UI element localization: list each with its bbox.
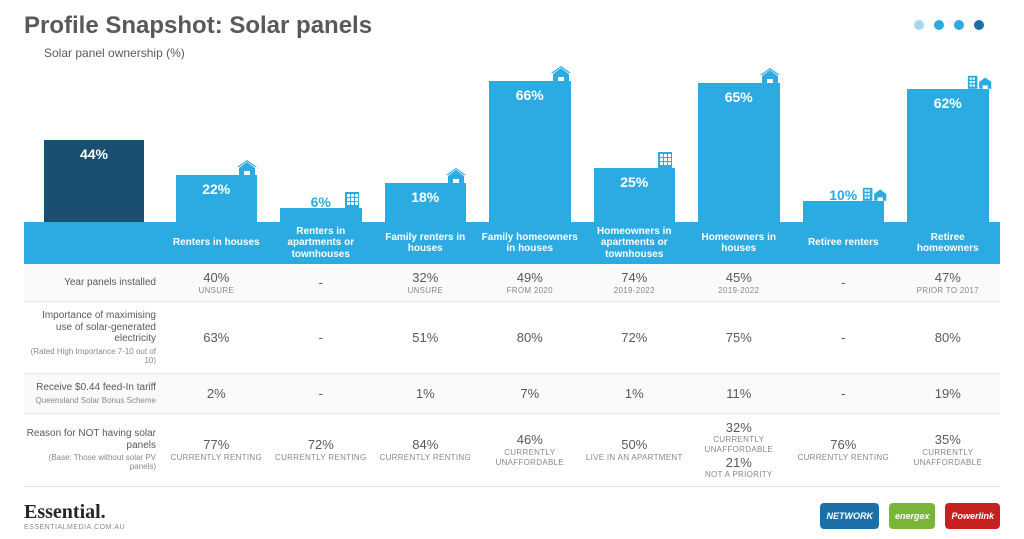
data-cell: 51%: [373, 302, 478, 373]
column-header: Renters in apartments or townhouses: [269, 222, 374, 264]
brand-url: ESSENTIALMEDIA.COM.AU: [24, 524, 125, 531]
chart-subtitle: Solar panel ownership (%): [44, 46, 1000, 60]
bar-2: 18%: [373, 62, 478, 222]
bar-value: 10%: [829, 181, 857, 203]
data-cell: 50%LIVE IN AN APARTMENT: [582, 414, 687, 486]
house-icon: [758, 65, 784, 85]
partner-logo: Powerlink: [945, 503, 1000, 529]
apt-icon: [340, 190, 366, 210]
data-cell: 63%: [164, 302, 269, 373]
data-cell: 47%PRIOR TO 2017: [896, 264, 1001, 301]
footer: Essential. ESSENTIALMEDIA.COM.AU NETWORK…: [24, 501, 1000, 531]
data-cell: 32%CURRENTLY UNAFFORDABLE21%NOT A PRIORI…: [687, 414, 792, 486]
brand-logo: Essential.: [24, 501, 125, 524]
bar-value: 18%: [411, 183, 439, 205]
data-cell: -: [269, 302, 374, 373]
data-cell: 80%: [896, 302, 1001, 373]
data-cell: 19%: [896, 374, 1001, 413]
bar-value: 65%: [725, 83, 753, 105]
house-icon: [235, 157, 261, 177]
row-label: Receive $0.44 feed-In tariffQueensland S…: [24, 374, 164, 413]
decorative-dots: [914, 20, 984, 30]
bar-value: 22%: [202, 175, 230, 197]
data-cell: 76%CURRENTLY RENTING: [791, 414, 896, 486]
bar-value: 25%: [620, 168, 648, 190]
data-cell: 49%FROM 2020: [478, 264, 583, 301]
data-cell: 32%UNSURE: [373, 264, 478, 301]
table-header: Renters in housesRenters in apartments o…: [24, 222, 1000, 264]
dot-icon: [934, 20, 944, 30]
data-cell: -: [269, 264, 374, 301]
data-cell: 35%CURRENTLY UNAFFORDABLE: [896, 414, 1001, 486]
data-cell: 75%: [687, 302, 792, 373]
data-cell: 7%: [478, 374, 583, 413]
data-cell: -: [791, 374, 896, 413]
data-cell: 11%: [687, 374, 792, 413]
column-header: Homeowners in apartments or townhouses: [582, 222, 687, 264]
table-row: Importance of maximising use of solar-ge…: [24, 302, 1000, 374]
bar-0: 22%: [164, 62, 269, 222]
data-cell: 1%: [582, 374, 687, 413]
row-label: Importance of maximising use of solar-ge…: [24, 302, 164, 373]
data-cell: 1%: [373, 374, 478, 413]
data-cell: -: [269, 374, 374, 413]
house-icon: [444, 165, 470, 185]
column-header: Family renters in houses: [373, 222, 478, 264]
column-header: Retiree renters: [791, 222, 896, 264]
bar-6: 10%: [791, 62, 896, 222]
row-label: Year panels installed: [24, 264, 164, 301]
row-label: Reason for NOT having solar panels(Base:…: [24, 414, 164, 486]
bar-value: 6%: [311, 188, 331, 210]
column-header: Family homeowners in houses: [478, 222, 583, 264]
apt-icon: [653, 150, 679, 170]
bar-value: 66%: [516, 81, 544, 103]
page-title: Profile Snapshot: Solar panels: [24, 12, 1000, 40]
data-cell: -: [791, 264, 896, 301]
partner-logos: NETWORK energex Powerlink: [820, 503, 1000, 529]
bar-value: 62%: [934, 89, 962, 111]
data-cell: 84%CURRENTLY RENTING: [373, 414, 478, 486]
data-cell: 72%: [582, 302, 687, 373]
bar-1: 6%: [269, 62, 374, 222]
column-header: Renters in houses: [164, 222, 269, 264]
table-row: Receive $0.44 feed-In tariffQueensland S…: [24, 374, 1000, 414]
partner-logo: NETWORK: [820, 503, 879, 529]
dot-icon: [914, 20, 924, 30]
bar-3: 66%: [478, 62, 583, 222]
column-header: Homeowners in houses: [687, 222, 792, 264]
overall-bar: 44%: [24, 62, 164, 222]
bar-4: 25%: [582, 62, 687, 222]
data-cell: 45%2019-2022: [687, 264, 792, 301]
data-cell: 74%2019-2022: [582, 264, 687, 301]
bar-7: 62%: [896, 62, 1001, 222]
table-row: Reason for NOT having solar panels(Base:…: [24, 414, 1000, 487]
column-header: Retiree homeowners: [896, 222, 1001, 264]
house-icon: [549, 63, 575, 83]
bar-5: 65%: [687, 62, 792, 222]
dot-icon: [974, 20, 984, 30]
data-cell: 46%CURRENTLY UNAFFORDABLE: [478, 414, 583, 486]
bar-value: 44%: [80, 140, 108, 162]
data-cell: -: [791, 302, 896, 373]
partner-logo: energex: [889, 503, 936, 529]
both-icon: [967, 71, 993, 91]
ownership-bar-chart: 44% 22% 6% 18% 66% 25% 65% 10% 62%: [24, 62, 1000, 222]
data-cell: 2%: [164, 374, 269, 413]
data-cell: 80%: [478, 302, 583, 373]
dot-icon: [954, 20, 964, 30]
data-cell: 77%CURRENTLY RENTING: [164, 414, 269, 486]
both-icon: [862, 183, 888, 203]
table-row: Year panels installed40%UNSURE-32%UNSURE…: [24, 264, 1000, 302]
data-cell: 72%CURRENTLY RENTING: [269, 414, 374, 486]
data-cell: 40%UNSURE: [164, 264, 269, 301]
